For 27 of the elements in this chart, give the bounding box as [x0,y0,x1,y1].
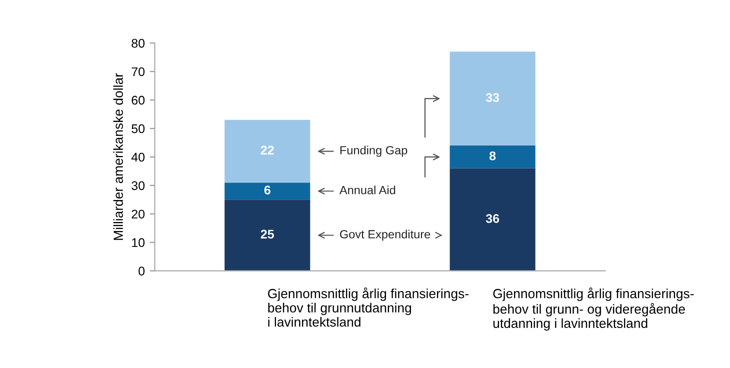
bar [450,146,536,168]
y-tick-label: 40 [131,152,145,162]
y-tick-label: 70 [132,67,145,76]
y-axis-title: Milliarder amerikanske dollar [113,73,123,240]
y-tick-label: 20 [132,210,145,219]
bar [224,120,310,183]
data-label: 22 [260,146,274,154]
y-tick-label: 80 [132,38,145,48]
y-tick-label: 10 [132,238,145,248]
text: Funding Gap [340,146,408,157]
y-tick-label: 60 [132,96,145,105]
bar [450,168,536,271]
series-label: Govt Expenditure [340,230,430,241]
bar [450,52,536,146]
data-label: 25 [260,230,274,239]
data-label: 33 [486,93,500,102]
y-tick-label: 30 [132,181,145,190]
data-label: 6 [264,186,270,194]
data-label: 8 [489,151,496,160]
bar [224,182,310,200]
y-tick-label: 0 [138,266,145,276]
text: Annual Aid [339,186,396,194]
y-tick-label: 50 [132,124,145,134]
bar [224,200,310,271]
x-tick-label: Gjennomsnittlig årlig finansierings- behov til grunn- og videregående utdanning i lavinntektsland [493,288,694,331]
x-tick-label: Gjennomsnittlig årlig finansierings- behov til grunnutdanning i lavinntektsland [268,288,468,327]
data-label: 36 [486,214,500,223]
